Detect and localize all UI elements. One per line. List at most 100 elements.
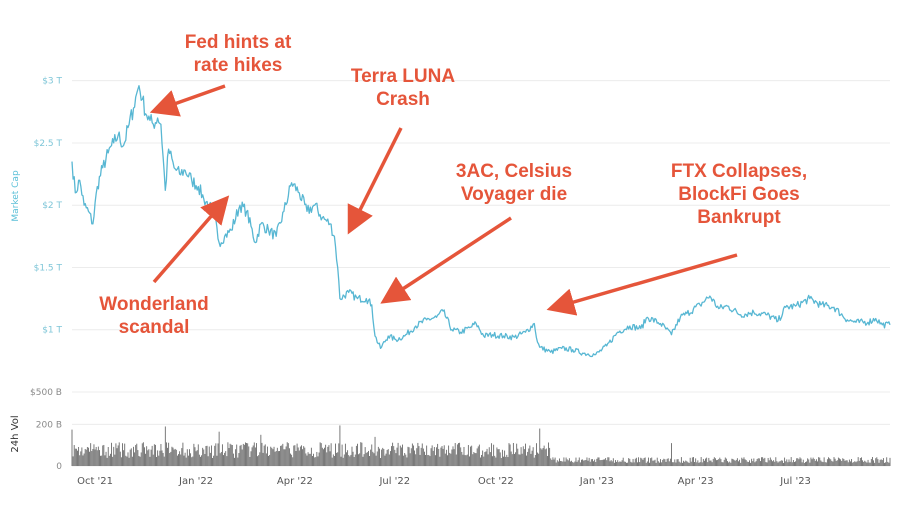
volume-bar	[668, 461, 670, 466]
volume-bar	[372, 451, 374, 466]
annotation-line: Wonderland	[99, 294, 208, 315]
volume-bar	[99, 450, 100, 466]
volume-bar	[888, 462, 890, 466]
volume-bar	[346, 452, 347, 466]
volume-bar	[364, 447, 366, 466]
volume-bar	[417, 442, 419, 466]
volume-bar	[706, 457, 708, 466]
volume-bar	[856, 461, 858, 466]
y-axis-ticks: $3 T $2.5 T $2 T $1.5 T $1 T $500 B	[30, 77, 62, 398]
volume-bar	[463, 446, 465, 466]
volume-bar	[671, 443, 672, 466]
volume-bar	[514, 453, 515, 466]
volume-bar	[800, 458, 802, 466]
volume-bar	[735, 459, 737, 466]
volume-bar	[403, 455, 405, 466]
volume-bar	[316, 451, 318, 466]
volume-bar	[627, 462, 629, 466]
volume-bar	[720, 459, 722, 466]
volume-bar	[279, 451, 280, 466]
volume-bar	[754, 462, 756, 466]
volume-bar	[794, 462, 795, 466]
volume-bar	[195, 451, 197, 466]
volume-bar	[172, 447, 174, 466]
volume-bar	[602, 459, 604, 466]
volume-bar	[231, 445, 233, 466]
volume-bar	[512, 442, 514, 466]
volume-bar	[835, 460, 837, 466]
volume-bar	[630, 461, 632, 466]
volume-bar	[554, 457, 556, 466]
volume-bar	[752, 461, 754, 466]
volume-bar	[810, 457, 812, 466]
volume-bar	[219, 453, 221, 466]
volume-bar	[140, 452, 142, 466]
volume-bar	[291, 454, 293, 466]
volume-bar	[732, 458, 734, 466]
volume-bar	[303, 446, 305, 466]
volume-bar	[251, 447, 253, 466]
volume-bar	[795, 461, 797, 466]
volume-bar	[322, 449, 324, 466]
volume-bar	[131, 456, 133, 466]
volume-bar	[631, 462, 633, 466]
volume-bar	[494, 455, 496, 466]
volume-bar	[685, 460, 687, 466]
volume-bar	[232, 453, 234, 466]
volume-bar	[809, 462, 811, 466]
volume-bar	[406, 457, 408, 466]
volume-bar	[292, 457, 294, 466]
annotation-label: Fed hints at rate hikes	[185, 32, 292, 76]
volume-bar	[686, 461, 688, 466]
volume-bar	[95, 447, 97, 466]
volume-bar	[859, 458, 861, 466]
volume-bar	[448, 445, 450, 466]
volume-bar	[851, 458, 853, 466]
volume-bar	[269, 454, 271, 466]
volume-bar	[690, 461, 692, 466]
volume-bar	[133, 446, 134, 466]
volume-bar	[324, 447, 325, 466]
volume-bar	[484, 452, 486, 466]
volume-bar	[179, 451, 181, 466]
volume-bar	[456, 444, 458, 466]
volume-bar	[780, 460, 782, 466]
volume-bar	[829, 458, 831, 466]
volume-bar	[296, 443, 298, 466]
volume-bar	[259, 452, 261, 466]
volume-bar	[590, 459, 592, 466]
volume-bar	[404, 452, 406, 466]
volume-bar	[190, 453, 192, 466]
volume-bar	[320, 443, 322, 466]
volume-bar	[183, 455, 185, 466]
volume-bar	[655, 462, 657, 466]
volume-bar	[666, 458, 668, 466]
volume-bar	[348, 455, 350, 466]
volume-bar	[785, 461, 787, 466]
volume-bar	[733, 459, 735, 466]
volume-bar	[220, 451, 222, 466]
volume-bar	[174, 448, 176, 466]
volume-bar	[622, 457, 624, 466]
volume-bar	[218, 431, 220, 466]
volume-bar	[361, 442, 363, 466]
volume-bar	[814, 460, 816, 466]
volume-bar	[128, 457, 130, 466]
volume-bar	[152, 454, 154, 466]
volume-bar	[275, 450, 277, 466]
volume-bar	[701, 462, 703, 466]
volume-bar	[438, 448, 440, 466]
volume-bar	[877, 459, 879, 466]
volume-bar	[459, 442, 461, 466]
volume-bar	[118, 442, 120, 466]
volume-bar	[645, 462, 647, 466]
volume-bar	[769, 457, 771, 466]
volume-bar	[886, 457, 888, 466]
volume-bar	[157, 450, 159, 466]
volume-bar	[472, 454, 474, 466]
volume-bar	[817, 461, 818, 466]
annotation-arrow	[152, 195, 230, 284]
volume-bar	[380, 457, 381, 466]
volume-bar	[90, 443, 92, 466]
